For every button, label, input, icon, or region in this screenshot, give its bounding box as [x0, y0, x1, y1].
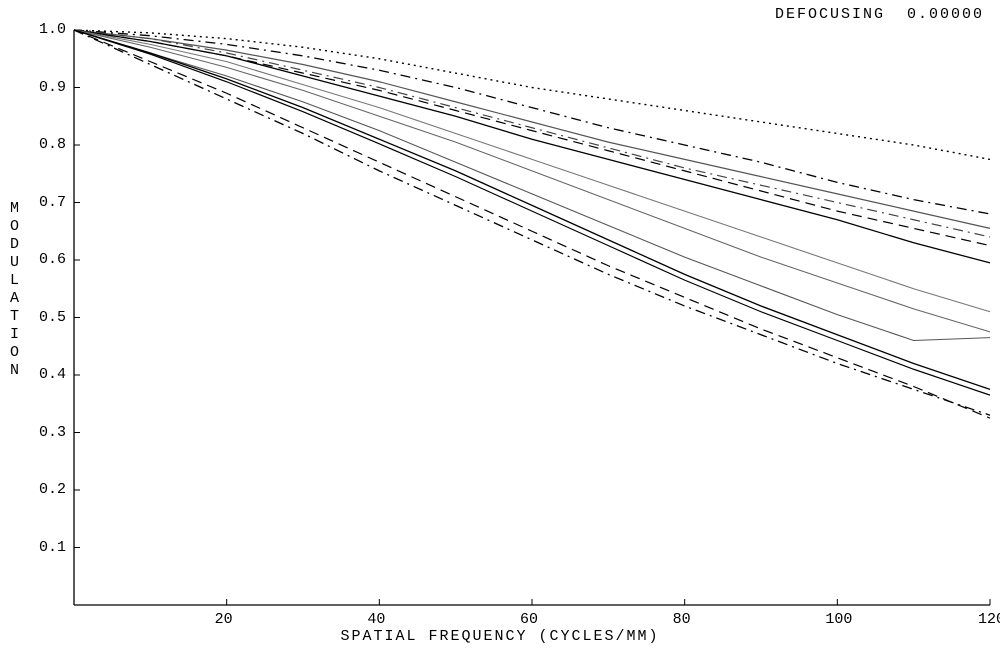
y-tick-label: 0.5	[39, 309, 66, 326]
x-tick-label: 80	[673, 611, 691, 628]
axes-group	[74, 30, 990, 605]
y-tick-label: 0.4	[39, 366, 66, 383]
x-tick-label: 120	[978, 611, 1000, 628]
y-tick-label: 0.1	[39, 539, 66, 556]
series-s6	[74, 30, 990, 263]
ticks-group	[74, 30, 990, 605]
x-tick-label: 60	[520, 611, 538, 628]
y-tick-label: 0.8	[39, 136, 66, 153]
series-s3	[74, 30, 990, 228]
series-s8	[74, 30, 990, 332]
series-s10	[74, 30, 990, 389]
y-tick-label: 0.9	[39, 79, 66, 96]
x-tick-label: 20	[215, 611, 233, 628]
series-s1	[74, 30, 990, 159]
mtf-chart: DEFOCUSING 0.00000 MODULATION SPATIAL FR…	[0, 0, 1000, 649]
y-tick-label: 0.7	[39, 194, 66, 211]
y-tick-label: 0.2	[39, 481, 66, 498]
plot-svg	[0, 0, 1000, 649]
x-tick-label: 40	[367, 611, 385, 628]
y-tick-label: 1.0	[39, 21, 66, 38]
y-tick-label: 0.3	[39, 424, 66, 441]
x-tick-label: 100	[825, 611, 852, 628]
series-s5	[74, 30, 990, 246]
series-group	[74, 30, 990, 418]
y-tick-label: 0.6	[39, 251, 66, 268]
